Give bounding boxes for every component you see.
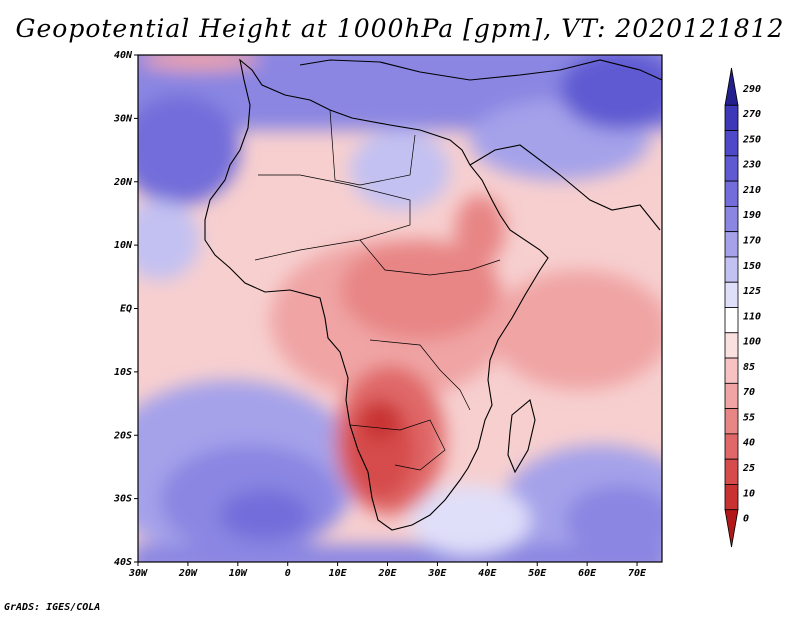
colorbar-label: 150 [743,261,761,272]
colorbar-label: 270 [742,109,761,120]
colorbar-label: 100 [743,337,761,348]
madagascar-coast [507,399,536,474]
lat-label: 40N [114,50,133,61]
colorbar-label: 110 [743,311,761,322]
colorbar: 2902702502302101901701501251101008570554… [724,67,761,548]
colorbar-label: 170 [743,236,761,247]
colorbar-label: 290 [742,84,761,95]
footer-credit: GrADS: IGES/COLA [4,602,101,613]
lon-label: 10E [329,568,348,579]
lat-label: 20S [113,430,132,441]
colorbar-label: 250 [742,134,761,145]
lat-label: EQ [120,304,132,315]
colorbar-label: 10 [743,488,755,499]
europe-coast [299,59,662,81]
colorbar-segment [724,281,739,308]
lat-label: 30N [113,113,133,124]
lon-label: 40E [478,568,497,579]
colorbar-label: 0 [743,514,749,525]
colorbar-segment [724,433,739,460]
map-title: Geopotential Height at 1000hPa [gpm], VT… [15,14,785,43]
colorbar-segment [724,104,739,131]
colorbar-label: 25 [742,463,755,474]
lon-label: 0 [285,568,291,579]
colorbar-label: 190 [743,210,761,221]
coastlines [204,58,662,531]
lon-label: 30E [427,568,447,579]
border-central [359,239,501,276]
colorbar-segment [724,130,739,157]
lon-label: 20W [178,568,198,579]
colorbar-label: 40 [743,438,755,449]
colorbar-segment [724,382,739,410]
colorbar-segment [724,307,739,334]
lat-label: 20N [113,177,133,188]
border-sahel [254,174,411,261]
lat-label: 40S [114,557,132,568]
colorbar-label: 70 [743,387,755,398]
lat-label: 10N [114,240,133,251]
border-north [329,109,416,186]
colorbar-segment [724,484,739,511]
colorbar-label: 55 [743,412,755,423]
lon-label: 10W [229,568,248,579]
lat-label: 10S [114,367,132,378]
lat-axis: 40N 30N 20N 10N EQ 10S 20S 30S 40S [113,50,138,568]
colorbar-segment [724,180,739,207]
height-field [138,55,662,562]
colorbar-segment [724,408,739,435]
colorbar-label: 230 [742,160,761,171]
africa-coast [204,58,549,531]
border-east [369,339,471,411]
lon-label: 30W [128,568,148,579]
colorbar-segment [724,205,739,233]
lon-label: 70E [628,568,647,579]
colorbar-label: 85 [743,362,755,373]
arabia-coast [469,144,661,231]
country-borders [254,109,501,471]
colorbar-label: 125 [743,286,761,297]
colorbar-segment [724,231,739,258]
lat-label: 30S [113,494,132,505]
lon-label: 50E [528,568,547,579]
colorbar-label: 210 [742,185,761,196]
colorbar-cap-bottom [724,509,739,548]
border-south [349,419,446,471]
lon-axis: 30W 20W 10W 0 10E 20E 30E 40E 50E 60E 70E [128,562,647,579]
lon-label: 20E [377,568,397,579]
lon-label: 60E [578,568,597,579]
colorbar-segment [724,332,739,359]
colorbar-segment [724,256,739,283]
colorbar-segment [724,357,739,384]
colorbar-cap-top [724,67,739,106]
colorbar-segment [724,155,739,182]
colorbar-segment [724,458,739,485]
